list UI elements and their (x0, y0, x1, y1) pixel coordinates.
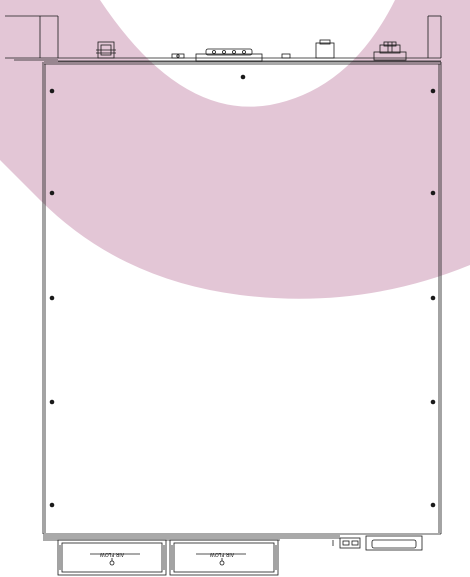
screw (430, 399, 436, 405)
screw (430, 190, 436, 196)
left-rack-ear (5, 15, 59, 61)
screw (49, 190, 55, 196)
screw (240, 74, 246, 80)
fan-module-right (169, 539, 279, 576)
small-connector-mid (281, 53, 291, 59)
screw (49, 399, 55, 405)
power-switch (315, 39, 335, 59)
screw-holes (49, 74, 436, 508)
circular-connector (96, 41, 116, 59)
screw (49, 295, 55, 301)
drawing-linework (5, 15, 442, 576)
fan-label-left: AIR FLOW (100, 551, 124, 557)
screw (430, 295, 436, 301)
watermark-swoosh (0, 0, 470, 299)
screw (430, 502, 436, 508)
fan-label-right: AIR FLOW (210, 551, 234, 557)
front-d-sub-connector (365, 535, 423, 551)
screw (49, 88, 55, 94)
screw (430, 88, 436, 94)
power-inlet (373, 41, 407, 61)
fan-module-left (57, 539, 167, 576)
right-rack-ear (427, 15, 442, 58)
small-connector-left (171, 53, 185, 59)
screw (49, 502, 55, 508)
front-connector-small (332, 537, 361, 549)
d-sub-connector (195, 48, 263, 62)
